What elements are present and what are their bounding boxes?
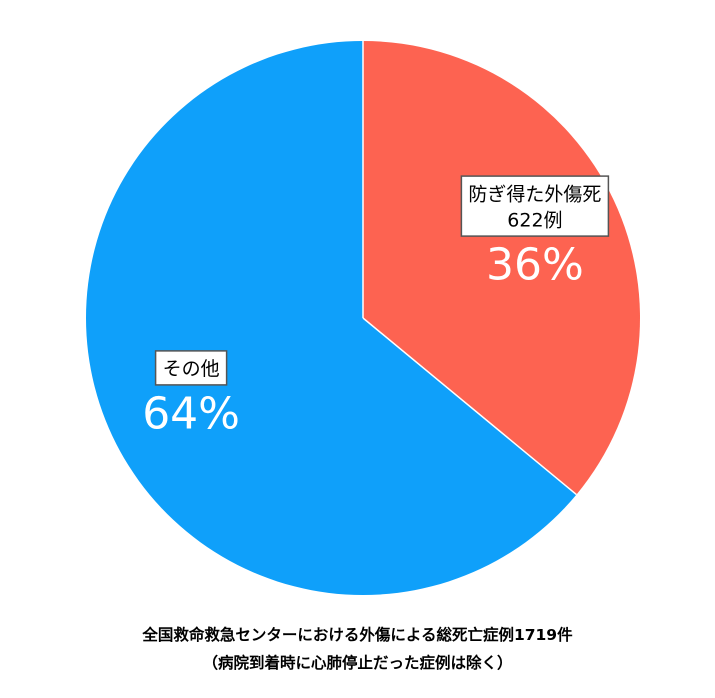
slice-percent-label: 36% <box>486 240 584 291</box>
slice-label: その他 <box>163 358 220 380</box>
slice-count-label: 622例 <box>507 209 562 231</box>
chart-caption-line1: 全国救命救急センターにおける外傷による総死亡症例1719件 <box>142 626 573 644</box>
slice-label-box <box>154 350 228 386</box>
slice-percent-label: 64% <box>142 388 240 439</box>
pie-slice <box>363 41 641 495</box>
pie-slice <box>86 41 577 595</box>
chart-caption-line2: （病院到着時に心肺停止だった症例は除く） <box>202 654 513 672</box>
slice-label: 防ぎ得た外傷死 <box>468 183 601 205</box>
slice-separator <box>362 317 577 496</box>
slice-label-box <box>460 175 610 237</box>
